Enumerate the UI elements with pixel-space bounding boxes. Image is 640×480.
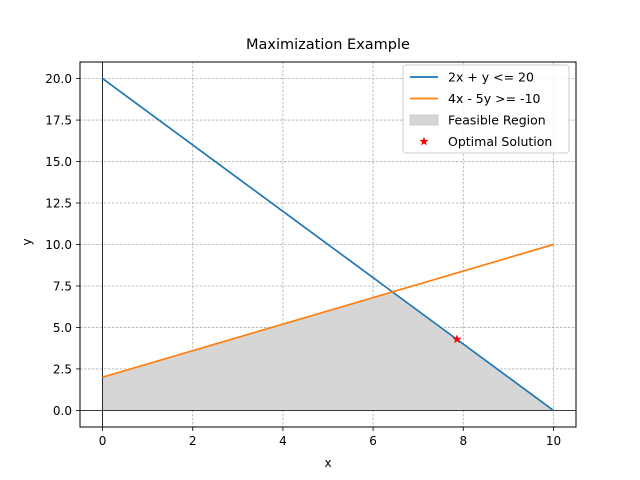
line-layer xyxy=(102,77,554,412)
x-tick-label: 10 xyxy=(546,434,561,448)
y-tick-label: 12.5 xyxy=(45,197,72,211)
legend-label: Feasible Region xyxy=(448,113,546,128)
x-tick-label: 2 xyxy=(189,434,197,448)
y-axis-label: y xyxy=(20,238,34,245)
optimal-solution-marker xyxy=(452,334,462,344)
y-tick-label: 5.0 xyxy=(53,321,72,335)
x-axis-label: x xyxy=(324,456,331,470)
x-tick-label: 4 xyxy=(279,434,287,448)
y-tick-label: 10.0 xyxy=(45,238,72,252)
reference-line-layer xyxy=(80,62,576,427)
marker-layer xyxy=(452,334,462,344)
x-tick-label: 6 xyxy=(369,434,377,448)
legend-box xyxy=(402,64,570,154)
chart-title: Maximization Example xyxy=(246,37,410,53)
legend-label: 2x + y <= 20 xyxy=(448,70,534,85)
y-tick-label: 20.0 xyxy=(45,72,72,86)
y-tick-label: 17.5 xyxy=(45,114,72,128)
legend: 2x + y <= 20 4x - 5y >= -10 Feasible Regio… xyxy=(402,64,570,154)
y-tick-label: 2.5 xyxy=(53,362,72,376)
y-tick-label: 7.5 xyxy=(53,279,72,293)
area-layer xyxy=(102,291,554,411)
legend-handle-star xyxy=(419,136,429,146)
y-tick-label: 15.0 xyxy=(45,155,72,169)
y-tick-layer: 0.0 2.5 5.0 7.5 10.0 12.5 15.0 17.5 20.0 xyxy=(45,72,80,418)
x-tick-label: 0 xyxy=(99,434,107,448)
series-line-1 xyxy=(102,243,554,379)
legend-label: 4x - 5y >= -10 xyxy=(448,91,541,106)
x-tick-layer: 0 2 4 6 8 10 xyxy=(99,427,561,448)
legend-handle-area xyxy=(409,114,439,126)
y-tick-label: 0.0 xyxy=(53,404,72,418)
series-line-0 xyxy=(102,77,554,412)
legend-label: Optimal Solution xyxy=(448,134,552,149)
x-tick-label: 8 xyxy=(459,434,467,448)
feasible-region-area xyxy=(102,291,554,411)
